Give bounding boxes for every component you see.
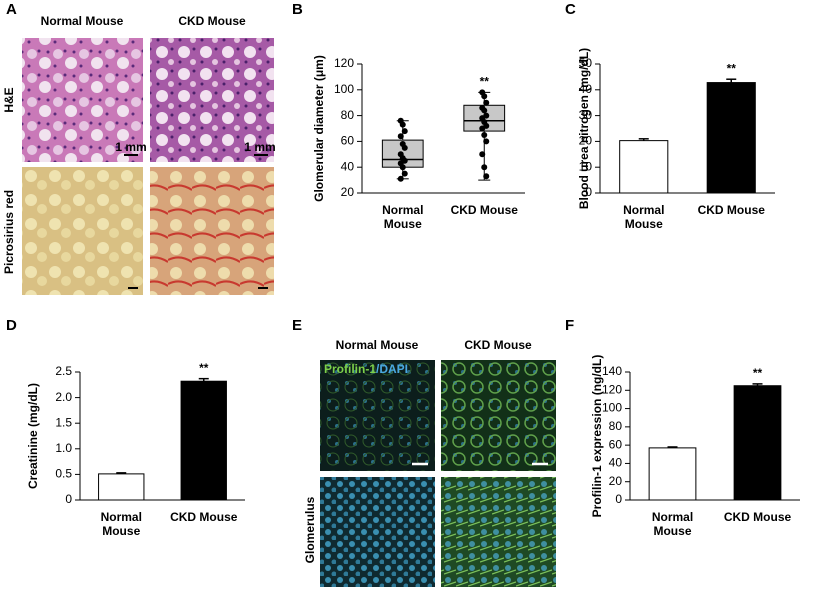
- column-title: CKD Mouse: [178, 14, 246, 28]
- micrograph: [441, 360, 556, 471]
- y-tick-label: 30: [579, 108, 593, 122]
- y-tick-label: 20: [341, 185, 355, 199]
- y-tick-label: 60: [609, 437, 623, 451]
- data-point: [479, 151, 486, 158]
- x-tick-label: CKD Mouse: [723, 510, 792, 524]
- panel-letter: D: [6, 317, 17, 334]
- data-point: [397, 133, 404, 140]
- micrograph: [150, 38, 274, 162]
- y-axis-label: Creatinine (mg/dL): [26, 383, 40, 489]
- significance: **: [480, 75, 490, 89]
- y-tick-label: 0.5: [55, 467, 72, 481]
- stain-blue: /DAPI: [376, 362, 408, 376]
- x-tick-label: Normal Mouse: [100, 510, 142, 538]
- bar: [98, 473, 145, 501]
- row-label: H&E: [2, 87, 16, 112]
- y-tick-label: 2.0: [55, 390, 72, 404]
- panel-letter: F: [565, 317, 574, 334]
- micrograph: [150, 167, 274, 295]
- y-tick-label: 40: [341, 159, 355, 173]
- y-tick-label: 60: [341, 134, 355, 148]
- y-tick-label: 1.0: [55, 441, 72, 455]
- micrograph: [320, 360, 435, 471]
- y-tick-label: 40: [609, 456, 623, 470]
- y-tick-label: 10: [579, 159, 593, 173]
- panel-letter: B: [292, 1, 303, 18]
- y-tick-label: 100: [602, 401, 622, 415]
- y-tick-label: 140: [602, 364, 622, 378]
- x-tick-label: CKD Mouse: [450, 203, 518, 217]
- significance: **: [199, 361, 209, 375]
- y-tick-label: 50: [579, 56, 593, 70]
- data-point: [479, 125, 486, 132]
- scale-bar-label: 1 mm: [115, 140, 146, 154]
- y-tick-label: 80: [609, 419, 623, 433]
- y-tick-label: 20: [579, 134, 593, 148]
- data-point: [401, 144, 408, 151]
- data-point: [401, 128, 408, 135]
- y-tick-label: 120: [602, 382, 622, 396]
- data-point: [397, 175, 404, 182]
- y-tick-label: 0: [615, 492, 622, 506]
- y-tick-label: 0: [65, 492, 72, 506]
- x-tick-label: Normal Mouse: [623, 203, 665, 231]
- column-title: CKD Mouse: [464, 338, 532, 352]
- row-label: Glomerulus: [303, 496, 317, 563]
- data-point: [399, 164, 406, 171]
- micrograph: [441, 477, 556, 587]
- y-tick-label: 2.5: [55, 364, 72, 378]
- y-axis-label: Profilin-1 expression (ng/dL): [590, 355, 604, 518]
- stain-label: Profilin-1/DAPI: [324, 362, 408, 376]
- column-title: Normal Mouse: [41, 14, 124, 28]
- data-point: [483, 99, 490, 106]
- bar: [706, 82, 756, 194]
- scale-bar-label: 1 mm: [244, 140, 275, 154]
- y-axis-label: Glomerular diameter (μm): [312, 55, 326, 202]
- data-point: [483, 173, 490, 180]
- data-point: [481, 164, 488, 171]
- y-tick-label: 120: [334, 56, 354, 70]
- bar: [180, 380, 227, 501]
- data-point: [481, 93, 488, 100]
- data-point: [401, 170, 408, 177]
- row-label: Picrosirius red: [2, 190, 16, 274]
- data-point: [481, 107, 488, 114]
- x-tick-label: Normal Mouse: [382, 203, 424, 231]
- panel-letter: C: [565, 1, 576, 18]
- micrograph: [22, 167, 143, 295]
- y-tick-label: 0: [585, 185, 592, 199]
- panel-letter: E: [292, 317, 302, 334]
- column-title: Normal Mouse: [336, 338, 419, 352]
- bar: [733, 385, 782, 501]
- micrograph: [22, 38, 143, 162]
- panel-letter: A: [6, 1, 17, 18]
- data-point: [483, 138, 490, 145]
- x-tick-label: Normal Mouse: [651, 510, 694, 538]
- y-tick-label: 80: [341, 108, 355, 122]
- y-tick-label: 20: [609, 474, 623, 488]
- significance: **: [727, 61, 737, 75]
- stain-green: Profilin-1: [324, 362, 376, 376]
- data-point: [399, 121, 406, 128]
- y-axis-label: Blood urea nitrogen (mg/dL): [577, 48, 591, 209]
- y-tick-label: 1.5: [55, 415, 72, 429]
- bar: [619, 140, 669, 194]
- micrograph: [320, 477, 435, 587]
- x-tick-label: CKD Mouse: [697, 203, 765, 217]
- data-point: [481, 131, 488, 138]
- y-tick-label: 100: [334, 82, 354, 96]
- significance: **: [753, 366, 763, 380]
- y-tick-label: 40: [579, 82, 593, 96]
- bar: [648, 447, 697, 501]
- x-tick-label: CKD Mouse: [170, 510, 238, 524]
